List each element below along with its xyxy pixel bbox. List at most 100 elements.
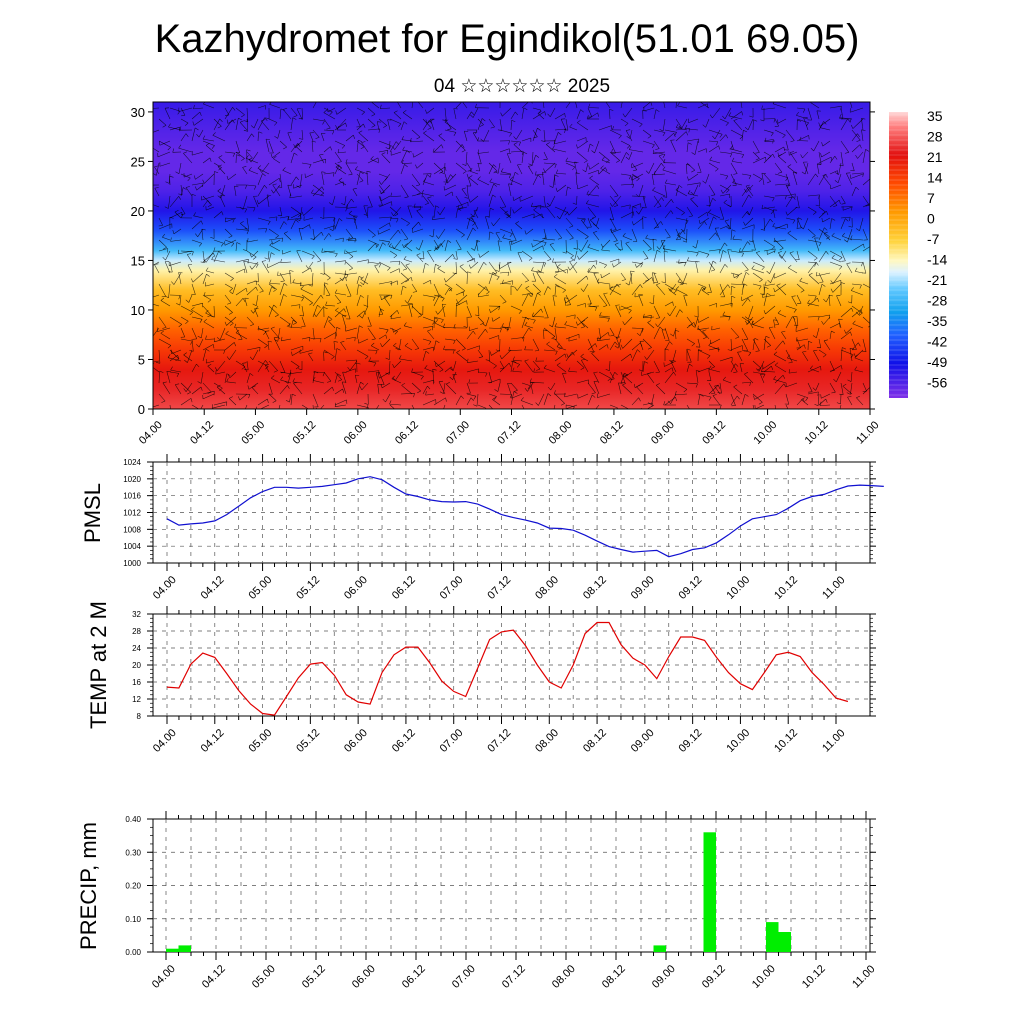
wind-barb xyxy=(488,118,495,128)
wind-barb-flag xyxy=(777,310,781,314)
wind-barb-flag xyxy=(449,376,453,380)
wind-barb xyxy=(279,360,286,373)
wind-barb-flag xyxy=(270,326,275,329)
wind-barb-flag xyxy=(810,147,814,152)
wind-barb-flag xyxy=(836,402,841,405)
wind-barb-flag xyxy=(245,288,248,293)
wind-barb-flag xyxy=(764,286,769,289)
wind-barb-flag xyxy=(165,181,170,184)
wind-barb xyxy=(774,146,785,153)
wind-barb-flag xyxy=(297,143,301,147)
wind-barb xyxy=(697,338,701,348)
wind-barb-flag xyxy=(386,150,389,155)
wind-barb xyxy=(752,338,756,351)
wind-barb xyxy=(719,173,728,177)
wind-barb xyxy=(444,283,453,289)
wind-barb-flag xyxy=(626,129,631,131)
wind-barb-flag xyxy=(673,133,676,138)
wind-barb-flag xyxy=(238,338,243,341)
wind-barb xyxy=(411,404,415,409)
wind-barb xyxy=(708,232,716,241)
wind-barb-flag xyxy=(404,196,409,198)
wind-barb-flag xyxy=(481,118,486,122)
wind-barb xyxy=(246,151,253,159)
wind-barb xyxy=(154,166,160,175)
wind-barb-flag xyxy=(201,228,206,231)
wind-barb xyxy=(443,349,457,351)
wind-barb xyxy=(334,122,346,131)
wind-barb xyxy=(532,107,542,111)
wind-barb-flag xyxy=(402,285,407,289)
wind-barb-flag xyxy=(441,144,444,149)
wind-barb xyxy=(565,102,571,109)
wind-barb-flag xyxy=(556,343,560,347)
wind-barb-flag xyxy=(335,110,338,115)
wind-barb-flag xyxy=(404,243,408,246)
wind-barb-flag xyxy=(527,385,531,390)
wind-barb xyxy=(664,199,672,208)
wind-barb xyxy=(664,371,674,384)
wind-barb xyxy=(686,322,695,329)
wind-barb xyxy=(633,217,644,226)
wind-barb-flag xyxy=(273,370,278,373)
wind-barb xyxy=(763,206,774,212)
wind-barb xyxy=(647,322,655,329)
wind-barb-flag xyxy=(802,350,807,353)
wind-barb-flag xyxy=(802,108,806,113)
x-tick-label: 07.00 xyxy=(444,419,472,447)
wind-barb xyxy=(456,352,468,362)
wind-barb xyxy=(267,261,281,269)
wind-barb xyxy=(653,163,662,175)
y-tick-label: 0.10 xyxy=(125,915,141,924)
wind-barb xyxy=(670,140,677,153)
wind-barb-flag xyxy=(853,353,856,358)
wind-barb-flag xyxy=(783,146,785,151)
wind-barb-flag xyxy=(702,329,707,332)
wind-barb-flag xyxy=(555,187,558,192)
wind-barb xyxy=(217,190,226,197)
wind-barb xyxy=(279,283,285,296)
pmsl-y-label: PMSL xyxy=(80,483,105,543)
wind-barb-flag xyxy=(849,217,851,222)
wind-barb xyxy=(422,316,435,322)
wind-barb xyxy=(851,144,861,153)
precip-bar xyxy=(766,922,779,952)
wind-barb xyxy=(397,102,402,109)
wind-barb xyxy=(170,369,182,373)
wind-barb-flag xyxy=(585,200,589,204)
wind-barb xyxy=(774,195,787,197)
wind-barb-flag xyxy=(490,126,495,129)
wind-barb xyxy=(508,183,512,197)
x-tick-label: 10.12 xyxy=(800,963,828,991)
wind-barb-flag xyxy=(349,256,354,259)
wind-barb-flag xyxy=(452,349,455,354)
wind-barb-flag xyxy=(819,124,823,128)
wind-barb-flag xyxy=(630,176,633,181)
wind-barb-flag xyxy=(337,379,342,382)
wind-barb-flag xyxy=(387,267,391,271)
wind-barb-flag xyxy=(533,368,536,373)
wind-barb xyxy=(708,371,712,381)
wind-barb xyxy=(732,182,743,186)
wind-barb xyxy=(337,151,347,154)
wind-barb-flag xyxy=(708,365,712,370)
wind-barb-flag xyxy=(761,367,764,372)
wind-barb xyxy=(515,129,523,140)
wind-barb-flag xyxy=(712,135,716,140)
wind-barb-flag xyxy=(514,287,518,291)
wind-barb-flag xyxy=(467,170,472,172)
wind-barb xyxy=(565,186,568,197)
wind-barb xyxy=(153,147,160,153)
wind-barb xyxy=(433,205,436,219)
wind-barb xyxy=(462,102,468,109)
wind-barb xyxy=(854,369,864,373)
wind-barb xyxy=(690,198,699,208)
wind-barb-flag xyxy=(691,343,695,347)
wind-barb-flag xyxy=(335,253,338,258)
wind-barb-flag xyxy=(733,173,738,175)
wind-barb xyxy=(499,360,505,369)
wind-barb-flag xyxy=(207,363,212,367)
wind-barb-flag xyxy=(546,205,551,208)
wind-barb xyxy=(712,395,721,406)
wind-barb-flag xyxy=(471,215,476,218)
